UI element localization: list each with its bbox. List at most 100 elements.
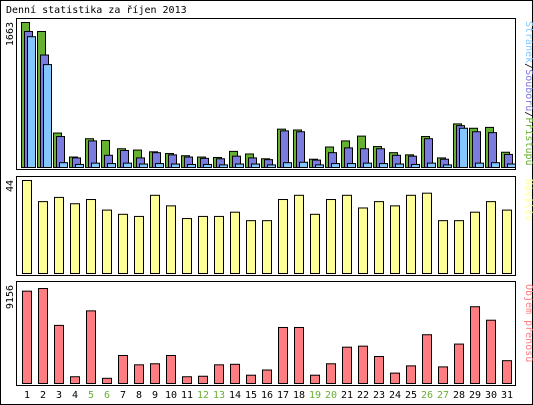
bar-navstevy-Návštěv-day-1 bbox=[22, 180, 32, 274]
bar-pristupy-Stránek-day-11 bbox=[187, 163, 196, 169]
bar-navstevy-Návštěv-day-14 bbox=[230, 211, 240, 274]
bar-navstevy-Návštěv-day-31 bbox=[502, 209, 512, 275]
ylabel-part: Souborů bbox=[523, 69, 533, 111]
bar-navstevy-Návštěv-day-16 bbox=[262, 220, 272, 274]
bar-pristupy-Stránek-day-9 bbox=[155, 163, 164, 169]
panel-pristupy: 1663 Stránek/Souborů/Přístupů bbox=[5, 18, 533, 170]
ylabel-part: Návštěv bbox=[523, 179, 533, 221]
bar-pristupy-Stránek-day-8 bbox=[139, 163, 148, 169]
bar-navstevy-Návštěv-day-5 bbox=[86, 199, 96, 274]
bar-navstevy-Návštěv-day-6 bbox=[102, 209, 112, 275]
bar-pristupy-Stránek-day-19 bbox=[315, 164, 324, 169]
bar-navstevy-Návštěv-day-19 bbox=[310, 213, 320, 274]
x-tick-label: 27 bbox=[437, 390, 449, 401]
bar-objem-Objem-přenosů-day-26 bbox=[422, 334, 432, 384]
x-tick-label: 30 bbox=[485, 390, 497, 401]
bar-objem-Objem-přenosů-day-24 bbox=[390, 372, 400, 385]
bar-pristupy-Stránek-day-26 bbox=[427, 162, 436, 169]
x-tick-label: 3 bbox=[56, 390, 62, 401]
x-tick-label: 13 bbox=[213, 390, 225, 401]
bar-navstevy-Návštěv-day-26 bbox=[422, 192, 432, 275]
bar-pristupy-Souborů-day-29 bbox=[472, 131, 481, 169]
x-tick-label: 18 bbox=[293, 390, 305, 401]
bar-objem-Objem-přenosů-day-9 bbox=[150, 363, 160, 385]
bar-navstevy-Návštěv-day-18 bbox=[294, 194, 304, 274]
bar-navstevy-Návštěv-day-23 bbox=[374, 201, 384, 275]
x-tick-label: 2 bbox=[40, 390, 46, 401]
bar-pristupy-Stránek-day-21 bbox=[347, 163, 356, 169]
bar-pristupy-Stránek-day-3 bbox=[59, 162, 68, 169]
chart-title: Denní statistika za říjen 2013 bbox=[6, 4, 187, 16]
bar-pristupy-Stránek-day-2 bbox=[43, 64, 52, 168]
x-tick-label: 26 bbox=[421, 390, 433, 401]
x-tick-label: 1 bbox=[24, 390, 30, 401]
bar-objem-Objem-přenosů-day-25 bbox=[406, 365, 416, 385]
ylabel-part: Objem přenosů bbox=[523, 284, 533, 362]
bar-objem-Objem-přenosů-day-2 bbox=[38, 288, 48, 384]
bar-navstevy-Návštěv-day-2 bbox=[38, 201, 48, 275]
bar-navstevy-Návštěv-day-10 bbox=[166, 205, 176, 274]
ylabel-navstevy: Návštěv bbox=[523, 179, 533, 221]
bar-objem-Objem-přenosů-day-6 bbox=[102, 377, 112, 384]
x-tick-label: 7 bbox=[120, 390, 126, 401]
bar-navstevy-Návštěv-day-9 bbox=[150, 194, 160, 274]
bar-navstevy-Návštěv-day-24 bbox=[390, 205, 400, 274]
x-tick-label: 15 bbox=[245, 390, 257, 401]
bar-pristupy-Stránek-day-20 bbox=[331, 163, 340, 169]
bar-pristupy-Stránek-day-5 bbox=[91, 162, 100, 169]
bar-pristupy-Stránek-day-30 bbox=[491, 162, 500, 169]
ymax-label-navstevy: 44 bbox=[5, 180, 16, 192]
bar-objem-Objem-přenosů-day-3 bbox=[54, 324, 64, 385]
bar-navstevy-Návštěv-day-15 bbox=[246, 220, 256, 274]
panel-frame-pristupy bbox=[16, 18, 516, 170]
bar-pristupy-Stránek-day-18 bbox=[299, 161, 308, 169]
bar-objem-Objem-přenosů-day-27 bbox=[438, 366, 448, 384]
bar-navstevy-Návštěv-day-25 bbox=[406, 194, 416, 274]
bar-pristupy-Stránek-day-16 bbox=[267, 164, 276, 169]
x-tick-label: 17 bbox=[277, 390, 289, 401]
x-tick-label: 24 bbox=[389, 390, 401, 401]
panel-navstevy: 44 Návštěv bbox=[5, 176, 533, 276]
bar-pristupy-Stránek-day-31 bbox=[507, 163, 516, 169]
bar-navstevy-Návštěv-day-28 bbox=[454, 220, 464, 274]
bar-objem-Objem-přenosů-day-1 bbox=[22, 290, 32, 385]
bar-navstevy-Návštěv-day-8 bbox=[134, 215, 144, 275]
bar-pristupy-Souborů-day-17 bbox=[280, 130, 289, 169]
ymax-label-objem: 9156 bbox=[5, 285, 16, 309]
bar-objem-Objem-přenosů-day-19 bbox=[310, 374, 320, 384]
bar-pristupy-Stránek-day-4 bbox=[75, 163, 84, 169]
bar-pristupy-Stránek-day-29 bbox=[475, 162, 484, 169]
bar-navstevy-Návštěv-day-22 bbox=[358, 207, 368, 275]
x-tick-label: 6 bbox=[104, 390, 110, 401]
x-tick-label: 21 bbox=[341, 390, 353, 401]
bar-pristupy-Stránek-day-1 bbox=[27, 36, 36, 168]
x-tick-label: 14 bbox=[229, 390, 241, 401]
bar-objem-Objem-přenosů-day-30 bbox=[486, 319, 496, 384]
bar-objem-Objem-přenosů-day-14 bbox=[230, 363, 240, 384]
bar-objem-Objem-přenosů-day-17 bbox=[278, 326, 288, 384]
bar-navstevy-Návštěv-day-27 bbox=[438, 220, 448, 274]
bar-objem-Objem-přenosů-day-16 bbox=[262, 369, 272, 384]
bar-pristupy-Stránek-day-10 bbox=[171, 163, 180, 169]
x-tick-label: 23 bbox=[373, 390, 385, 401]
x-tick-label: 28 bbox=[453, 390, 465, 401]
panel-objem: 9156 Objem přenosů bbox=[5, 281, 533, 386]
x-tick-label: 5 bbox=[88, 390, 94, 401]
panel-frame-navstevy bbox=[16, 176, 516, 276]
bar-objem-Objem-přenosů-day-15 bbox=[246, 374, 256, 384]
bar-objem-Objem-přenosů-day-12 bbox=[198, 375, 208, 384]
x-tick-label: 9 bbox=[152, 390, 158, 401]
bar-objem-Objem-přenosů-day-7 bbox=[118, 354, 128, 385]
bar-navstevy-Návštěv-day-21 bbox=[342, 194, 352, 274]
bar-objem-Objem-přenosů-day-28 bbox=[454, 343, 464, 384]
bar-objem-Objem-přenosů-day-20 bbox=[326, 363, 336, 385]
bar-objem-Objem-přenosů-day-5 bbox=[86, 310, 96, 384]
bar-navstevy-Návštěv-day-11 bbox=[182, 218, 192, 274]
ylabel-part: Přístupů bbox=[523, 117, 533, 165]
x-tick-label: 4 bbox=[72, 390, 78, 401]
bar-objem-Objem-přenosů-day-13 bbox=[214, 364, 224, 385]
bar-objem-Objem-přenosů-day-18 bbox=[294, 326, 304, 384]
bar-objem-Objem-přenosů-day-10 bbox=[166, 354, 176, 385]
